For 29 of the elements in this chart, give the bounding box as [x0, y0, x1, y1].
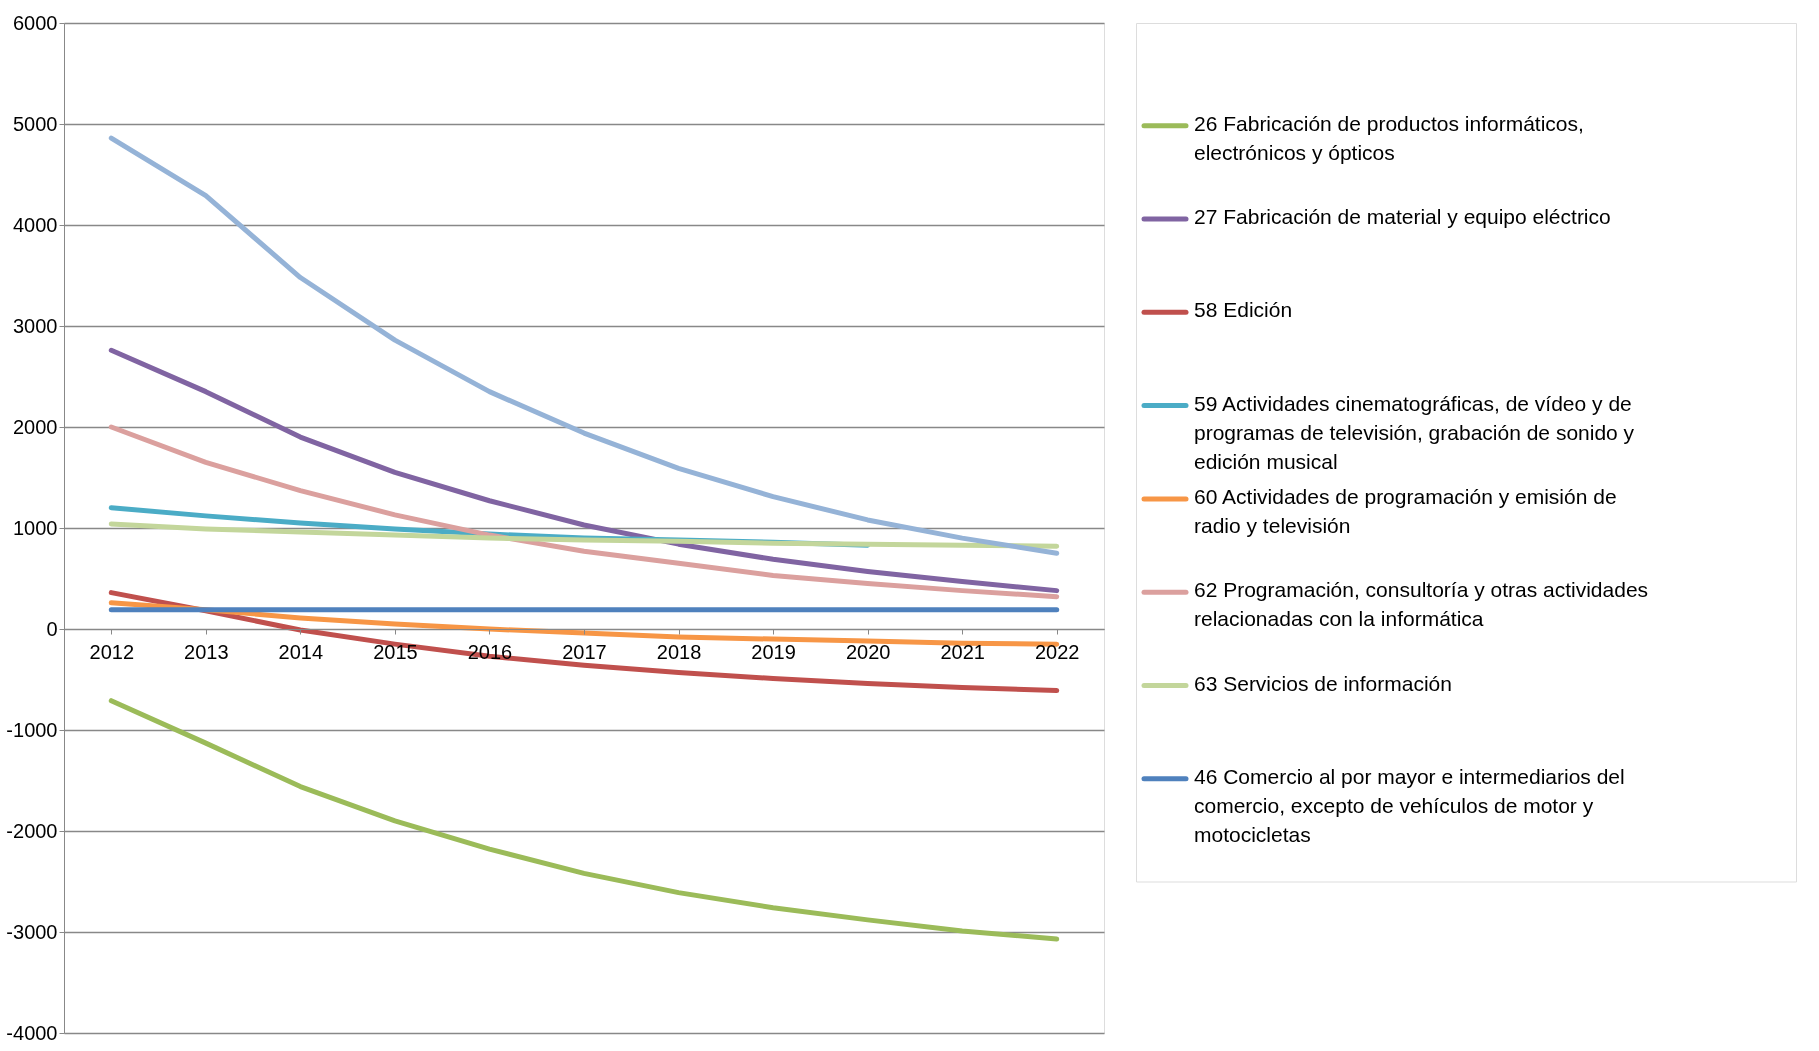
legend-label: 46 Comercio al por mayor e intermediarios del comercio, excepto de vehículos de motor y motocicletas — [1194, 764, 1625, 846]
x-tick-label: 2012 — [89, 640, 135, 663]
y-tick-label: 1000 — [13, 516, 58, 539]
x-tick-label: 2021 — [940, 640, 985, 663]
x-tick-label: 2015 — [373, 640, 418, 663]
y-tick-label: 2000 — [13, 415, 58, 438]
x-tick-label: 2020 — [845, 640, 891, 663]
x-tick-label: 2017 — [562, 640, 607, 663]
y-tick-label: 0 — [46, 617, 58, 640]
x-tick-label: 2019 — [751, 640, 796, 663]
y-tick-label: 4000 — [13, 213, 58, 236]
legend-label: 27 Fabricación de material y equipo eléctrico — [1194, 204, 1611, 228]
y-tick-label: -1000 — [6, 718, 58, 741]
y-tick-label: 5000 — [13, 112, 58, 135]
y-tick-label: 3000 — [13, 314, 58, 337]
x-tick-label: 2014 — [278, 640, 324, 663]
x-tick-label: 2022 — [1034, 640, 1080, 663]
y-tick-label: -3000 — [6, 920, 58, 943]
y-tick-label: -2000 — [6, 819, 58, 842]
legend-label: 26 Fabricación de productos informáticos, electrónicos y ópticos — [1194, 111, 1584, 164]
x-tick-label: 2013 — [184, 640, 229, 663]
legend-label: 62 Programación, consultoría y otras actividades relacionadas con la informática — [1194, 578, 1649, 631]
legend-label: 60 Actividades de programación y emisión de radio y televisión — [1194, 484, 1617, 537]
y-tick-label: -4000 — [6, 1021, 58, 1044]
x-tick-label: 2018 — [656, 640, 702, 663]
legend-label: 58 Edición — [1194, 298, 1293, 322]
legend-label: 63 Servicios de información — [1194, 671, 1452, 695]
legend-label: 59 Actividades cinematográficas, de vídeo y de programas de televisión, grabación de sonido y edición musical — [1194, 391, 1635, 473]
y-tick-label: 6000 — [13, 11, 58, 34]
